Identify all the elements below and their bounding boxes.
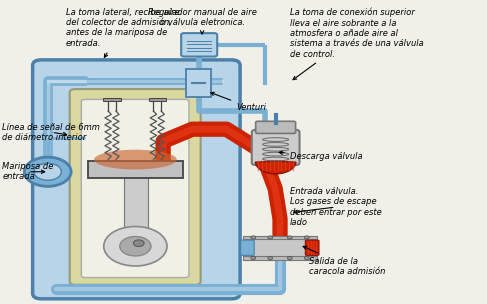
Text: Línea de señal de 6mm
de diámetro interior: Línea de señal de 6mm de diámetro interi… <box>2 123 100 142</box>
FancyBboxPatch shape <box>88 161 183 178</box>
Circle shape <box>24 157 71 186</box>
Text: Venturi: Venturi <box>211 92 266 112</box>
Text: Regulador manual de aire
o válvula eletronica.: Regulador manual de aire o válvula eletr… <box>148 8 257 34</box>
Circle shape <box>34 163 61 180</box>
FancyBboxPatch shape <box>241 240 254 255</box>
FancyBboxPatch shape <box>186 69 211 97</box>
Circle shape <box>251 257 256 260</box>
Bar <box>149 98 166 101</box>
Text: Entrada válvula.
Los gases de escape
deben entrar por este
lado: Entrada válvula. Los gases de escape deb… <box>290 187 381 227</box>
FancyBboxPatch shape <box>252 130 300 165</box>
Circle shape <box>304 257 309 260</box>
Text: La toma de conexión superior
lleva el aire sobrante a la
atmosfera o añade aire : La toma de conexión superior lleva el ai… <box>290 8 424 80</box>
FancyBboxPatch shape <box>81 99 189 278</box>
FancyBboxPatch shape <box>256 121 296 133</box>
Circle shape <box>268 236 273 239</box>
FancyBboxPatch shape <box>70 89 201 285</box>
Circle shape <box>104 226 167 266</box>
Text: Salida de la
caracola admisión: Salida de la caracola admisión <box>303 246 386 276</box>
Wedge shape <box>255 161 296 174</box>
Bar <box>244 256 317 260</box>
Circle shape <box>287 257 292 260</box>
Bar <box>103 98 121 101</box>
Circle shape <box>268 257 273 260</box>
FancyBboxPatch shape <box>305 240 319 255</box>
Circle shape <box>120 237 151 256</box>
Circle shape <box>287 236 292 239</box>
Ellipse shape <box>94 150 177 170</box>
Bar <box>124 176 148 260</box>
Text: Mariposa de
entrada: Mariposa de entrada <box>2 162 54 181</box>
Text: Descarga válvula: Descarga válvula <box>279 151 362 161</box>
FancyBboxPatch shape <box>33 60 240 299</box>
FancyBboxPatch shape <box>245 237 315 258</box>
Circle shape <box>133 240 144 247</box>
FancyBboxPatch shape <box>181 33 217 57</box>
Bar <box>244 236 317 239</box>
Circle shape <box>251 236 256 239</box>
Text: La toma lateral, recibe aire
del colector de admisión,
antes de la mariposa de
e: La toma lateral, recibe aire del colecto… <box>66 8 179 57</box>
Circle shape <box>304 236 309 239</box>
